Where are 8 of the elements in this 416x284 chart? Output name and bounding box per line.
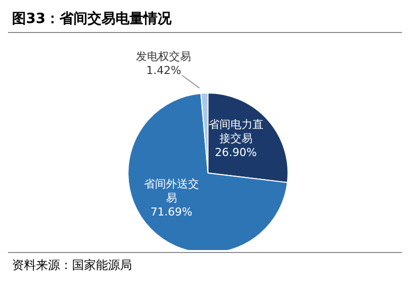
slice-label: 省间电力直接交易 <box>208 118 264 145</box>
data-label: 26.90% <box>214 146 257 159</box>
data-label: 1.42% <box>146 64 182 78</box>
data-label: 71.69% <box>150 206 192 219</box>
slice-label: 省间外送交易 <box>144 178 199 205</box>
chart-title: 图33：省间交易电量情况 <box>8 8 402 33</box>
text: 资料来源：国家能源局 <box>12 257 133 274</box>
slice-label: 发电权交易 <box>136 50 192 64</box>
